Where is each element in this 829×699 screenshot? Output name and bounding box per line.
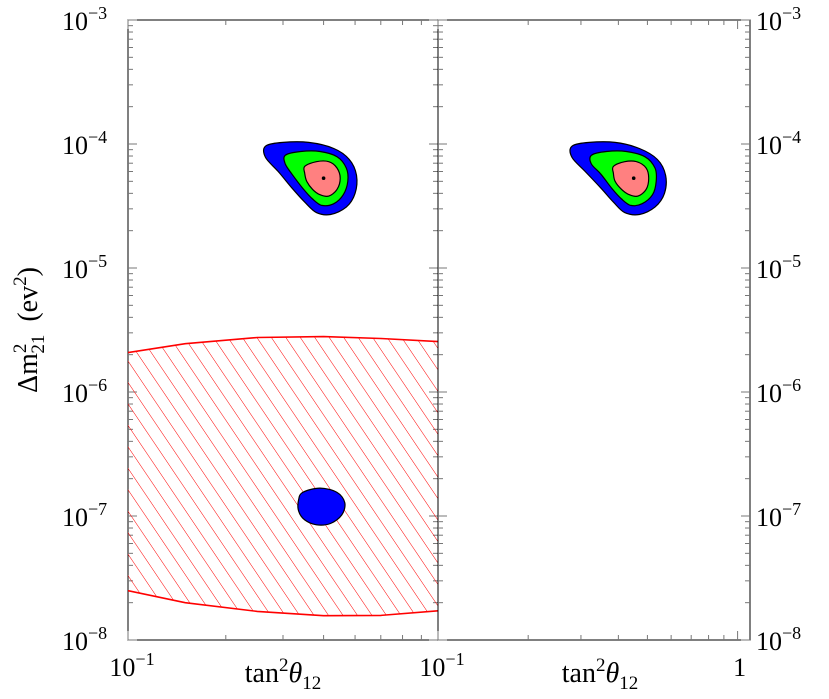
contours-right	[569, 141, 667, 216]
y-tick-labels-right: 10−3 10−4 10−5 10−6 10−7 10−8	[756, 3, 801, 656]
excluded-region	[128, 335, 438, 617]
y-tick-label: 10−4	[756, 127, 801, 160]
x-tick-labels-right: 10−1 1	[419, 649, 746, 682]
x-axis-title-left: tan2θ12	[245, 655, 321, 694]
x-tick-label: 10−1	[109, 649, 154, 682]
y-tick-label: 10−5	[62, 251, 107, 284]
y-tick-label: 10−6	[756, 375, 801, 408]
contour-inner	[611, 160, 650, 198]
contours-left	[263, 141, 358, 526]
excluded-region-fill	[128, 336, 438, 616]
ticks-right	[437, 19, 750, 641]
contour-outer	[297, 487, 346, 526]
y-tick-label: 10−8	[62, 623, 107, 656]
plot-frame-right	[437, 19, 751, 641]
y-tick-label: 10−3	[756, 3, 801, 36]
x-tick-label: 1	[733, 653, 746, 682]
y-tick-label: 10−5	[756, 251, 801, 284]
x-tick-labels-left: 10−1	[109, 649, 154, 682]
y-tick-label: 10−3	[62, 3, 107, 36]
y-tick-label: 10−8	[756, 623, 801, 656]
y-tick-label: 10−4	[62, 127, 107, 160]
panel-left: 10−3 10−4 10−5 10−6 10−7 10−8 10−1 tan2θ12 Δm…	[10, 3, 439, 694]
y-tick-labels-left: 10−3 10−4 10−5 10−6 10−7 10−8	[62, 3, 107, 656]
excluded-region-lower-boundary	[128, 589, 438, 617]
y-axis-title: Δm221 (ev2)	[10, 267, 49, 393]
best-fit-point	[631, 176, 636, 180]
x-axis-title-right: tan2θ12	[562, 655, 638, 694]
panel-right: 10−3 10−4 10−5 10−6 10−7 10−8 10−1 1 tan2θ12	[419, 3, 801, 694]
best-fit-point	[321, 176, 326, 180]
y-tick-label: 10−6	[62, 375, 107, 408]
y-tick-label: 10−7	[62, 499, 107, 532]
x-tick-label: 10−1	[419, 649, 464, 682]
excluded-region-upper-boundary	[128, 335, 438, 354]
y-tick-label: 10−7	[756, 499, 801, 532]
